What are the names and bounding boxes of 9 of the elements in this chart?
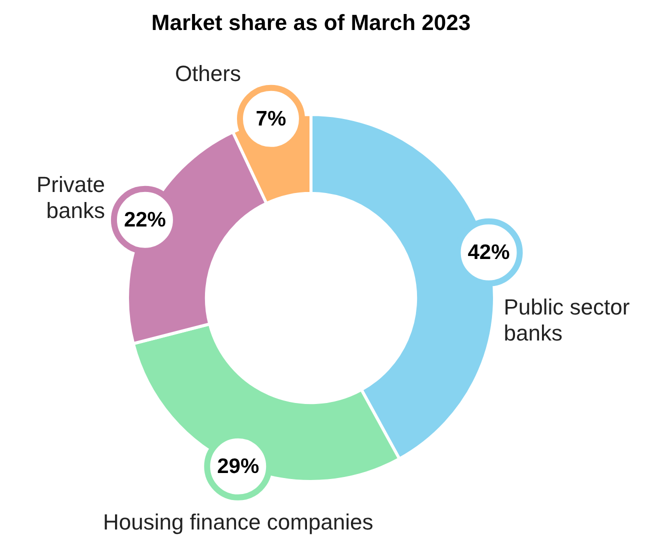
chart-title: Market share as of March 2023 — [151, 10, 471, 36]
slice-label: Housing finance companies — [102, 509, 374, 534]
data-label: 42% — [468, 241, 510, 264]
data-label: 22% — [124, 208, 166, 232]
slice-label: Private banks — [36, 172, 105, 223]
data-label: 7% — [256, 108, 286, 131]
slice-label: Public sector banks — [504, 294, 630, 346]
slice-label: Others — [174, 60, 241, 86]
data-label: 29% — [217, 455, 260, 478]
